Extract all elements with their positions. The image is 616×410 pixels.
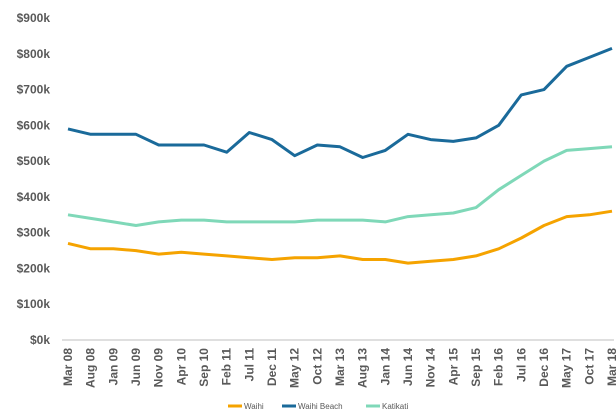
x-tick-label: Aug 13 — [356, 348, 370, 388]
legend-label: Waihi — [244, 402, 264, 410]
y-tick-label: $700k — [17, 83, 51, 97]
x-tick-label: Apr 10 — [174, 348, 188, 386]
series-line — [67, 209, 613, 265]
y-tick-label: $800k — [17, 47, 51, 61]
x-tick-label: May 12 — [288, 348, 302, 388]
x-tick-label: Sep 10 — [197, 348, 211, 387]
x-tick-label: Dec 11 — [265, 348, 279, 386]
x-tick-label: Oct 12 — [310, 348, 324, 385]
x-tick-label: May 17 — [560, 348, 574, 388]
x-tick-label: Feb 16 — [492, 348, 506, 386]
x-tick-label: Mar 08 — [61, 348, 75, 386]
x-tick-label: Mar 13 — [333, 348, 347, 386]
legend: Waihi Waihi Beach Katikati — [228, 402, 408, 410]
y-tick-label: $0k — [30, 333, 50, 347]
y-tick-label: $100k — [17, 297, 51, 311]
x-tick-label: Feb 11 — [220, 348, 234, 386]
x-tick-label: Oct 17 — [582, 348, 596, 385]
y-tick-label: $400k — [17, 190, 51, 204]
y-tick-label: $500k — [17, 154, 51, 168]
x-tick-label: Jan 09 — [106, 348, 120, 386]
x-tick-label: Jun 09 — [129, 348, 143, 386]
x-tick-label: Aug 08 — [84, 348, 98, 388]
x-tick-label: Jun 14 — [401, 348, 415, 386]
series-line — [67, 145, 613, 227]
x-tick-label: Jul 11 — [242, 348, 256, 382]
y-tick-label: $600k — [17, 118, 51, 132]
x-tick-label: Jan 14 — [378, 348, 392, 386]
y-tick-label: $900k — [17, 11, 51, 25]
x-tick-label: Nov 09 — [152, 348, 166, 388]
y-tick-label: $200k — [17, 261, 51, 275]
x-tick-label: Jul 16 — [514, 348, 528, 382]
x-tick-label: Sep 15 — [469, 348, 483, 387]
y-tick-label: $300k — [17, 226, 51, 240]
legend-label: Katikati — [382, 402, 408, 410]
series-line — [67, 47, 613, 159]
legend-label: Waihi Beach — [298, 402, 343, 410]
x-tick-label: Mar 18 — [605, 348, 616, 386]
x-tick-label: Nov 14 — [424, 348, 438, 388]
x-tick-label: Dec 16 — [537, 348, 551, 387]
x-tick-label: Apr 15 — [446, 348, 460, 386]
